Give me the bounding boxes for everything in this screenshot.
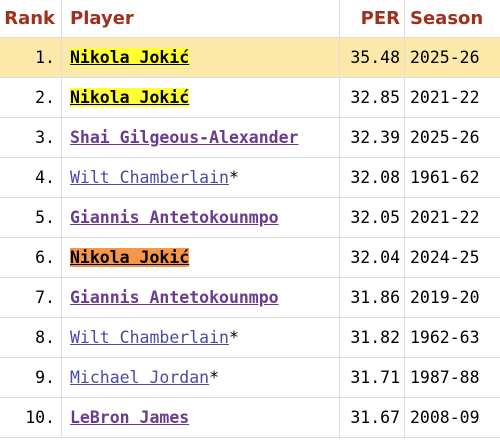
table-row: 9. Michael Jordan * 31.71 1987-88 <box>0 358 500 398</box>
player-link[interactable]: LeBron James <box>70 408 190 427</box>
table-row: 7. Giannis Antetokounmpo 31.86 2019-20 <box>0 278 500 318</box>
table-row: 6. Nikola Jokić 32.04 2024-25 <box>0 238 500 278</box>
season-cell: 2024-25 <box>410 248 480 267</box>
per-cell: 32.04 <box>340 238 405 277</box>
season-cell: 1987-88 <box>410 368 480 387</box>
hof-marker: * <box>228 168 239 187</box>
player-link[interactable]: Wilt Chamberlain <box>70 328 229 347</box>
season-cell: 2019-20 <box>410 288 480 307</box>
player-link[interactable]: Shai Gilgeous-Alexander <box>70 128 299 147</box>
season-cell: 1962-63 <box>410 328 480 347</box>
player-cell: Wilt Chamberlain * <box>62 158 340 197</box>
per-cell: 32.05 <box>340 198 405 237</box>
header-cell: Player <box>62 0 340 37</box>
per-cell: 32.85 <box>340 78 405 117</box>
season-cell: 1961-62 <box>410 168 480 187</box>
rank-cell: 1. <box>0 38 62 77</box>
table-row: 3. Shai Gilgeous-Alexander 32.39 2025-26 <box>0 118 500 158</box>
rank-cell: 5. <box>0 198 62 237</box>
per-cell: 31.67 <box>340 398 405 437</box>
player-link[interactable]: Nikola Jokić <box>70 248 190 267</box>
per-cell: 32.39 <box>340 118 405 157</box>
rank-cell: 10. <box>0 398 62 437</box>
player-link[interactable]: Michael Jordan <box>70 368 210 387</box>
rank-cell: 4. <box>0 158 62 197</box>
table-row: 4. Wilt Chamberlain * 32.08 1961-62 <box>0 158 500 198</box>
per-cell: 35.48 <box>340 38 405 77</box>
player-cell: Shai Gilgeous-Alexander <box>62 118 340 157</box>
table-row: 2. Nikola Jokić 32.85 2021-22 <box>0 78 500 118</box>
rank-cell: 6. <box>0 238 62 277</box>
header-cell: PER <box>340 0 405 37</box>
per-cell: 32.08 <box>340 158 405 197</box>
per-cell: 31.71 <box>340 358 405 397</box>
table-row: 1. Nikola Jokić 35.48 2025-26 <box>0 38 500 78</box>
season-cell: 2025-26 <box>410 128 480 147</box>
player-link[interactable]: Nikola Jokić <box>70 88 190 107</box>
table-row: 10. LeBron James 31.67 2008-09 <box>0 398 500 438</box>
per-cell: 31.86 <box>340 278 405 317</box>
player-cell: Giannis Antetokounmpo <box>62 198 340 237</box>
player-cell: Nikola Jokić <box>62 38 340 77</box>
player-cell: Nikola Jokić <box>62 238 340 277</box>
player-cell: Michael Jordan * <box>62 358 340 397</box>
player-cell: LeBron James <box>62 398 340 437</box>
player-link[interactable]: Nikola Jokić <box>70 48 190 67</box>
season-cell: 2025-26 <box>410 48 480 67</box>
per-cell: 31.82 <box>340 318 405 357</box>
table-row: 5. Giannis Antetokounmpo 32.05 2021-22 <box>0 198 500 238</box>
hof-marker: * <box>228 328 239 347</box>
player-link[interactable]: Giannis Antetokounmpo <box>70 288 279 307</box>
header-cell: Rank <box>0 0 62 37</box>
player-link[interactable]: Giannis Antetokounmpo <box>70 208 279 227</box>
hof-marker: * <box>209 368 220 387</box>
player-cell: Giannis Antetokounmpo <box>62 278 340 317</box>
header-row: Rank Player PER Season <box>0 0 500 38</box>
rank-cell: 2. <box>0 78 62 117</box>
rank-cell: 7. <box>0 278 62 317</box>
rank-cell: 3. <box>0 118 62 157</box>
season-cell: 2008-09 <box>410 408 480 427</box>
table-row: 8. Wilt Chamberlain * 31.82 1962-63 <box>0 318 500 358</box>
season-cell: 2021-22 <box>410 208 480 227</box>
player-link[interactable]: Wilt Chamberlain <box>70 168 229 187</box>
header-cell: Season <box>410 8 484 29</box>
rank-cell: 8. <box>0 318 62 357</box>
season-cell: 2021-22 <box>410 88 480 107</box>
rank-cell: 9. <box>0 358 62 397</box>
player-cell: Wilt Chamberlain * <box>62 318 340 357</box>
player-cell: Nikola Jokić <box>62 78 340 117</box>
